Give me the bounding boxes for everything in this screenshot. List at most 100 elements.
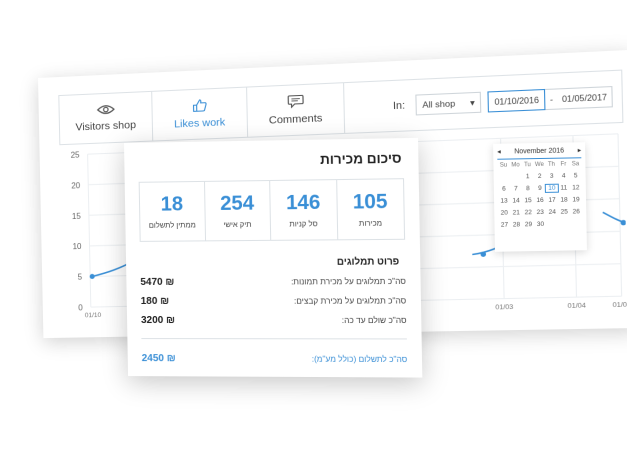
stat-label: סל קניות	[289, 219, 317, 228]
calendar-day[interactable]: 14	[510, 197, 522, 204]
calendar-day[interactable]: 19	[570, 196, 582, 203]
calendar-weekday: Sa	[569, 161, 581, 167]
calendar-weekday: Fr	[557, 161, 569, 167]
calendar-day[interactable]: 1	[522, 173, 534, 180]
calendar-weekday: Th	[545, 162, 557, 168]
y-tick-label: 20	[71, 181, 81, 190]
date-range: 01/10/2016 - 01/05/2017	[488, 86, 613, 112]
next-month-button[interactable]: ▸	[578, 146, 582, 154]
row-amount: 5470 ₪	[140, 277, 174, 288]
y-tick-label: 25	[71, 150, 81, 159]
calendar-day[interactable]: 21	[510, 209, 522, 216]
tab-label: Likes work	[174, 116, 225, 130]
calendar-weekday: We	[533, 162, 545, 168]
calendar-day[interactable]: 2	[534, 173, 546, 180]
stat-value: 18	[160, 193, 183, 216]
x-tick-label: 01/03	[495, 304, 514, 312]
calendar-day[interactable]: 13	[498, 198, 510, 205]
calendar-day[interactable]: 4	[558, 172, 570, 179]
calendar-day[interactable]: 18	[558, 196, 570, 203]
calendar-day[interactable]: 28	[510, 221, 522, 228]
calendar-weekday: Mo	[509, 162, 521, 168]
calendar-day[interactable]: 30	[534, 221, 546, 228]
calendar-empty	[558, 220, 570, 227]
stat-sales: 105 מכירות	[336, 179, 404, 239]
royalty-row: סה"כ תמלוגים על מכירת תמונות: 5470 ₪	[140, 276, 406, 288]
tab-visitors-shop[interactable]: Visitors shop	[59, 92, 153, 144]
calendar-day[interactable]: 20	[498, 210, 510, 217]
calendar-day[interactable]: 3	[546, 173, 558, 180]
y-tick-label: 5	[78, 273, 83, 282]
x-tick-label: 01/10	[85, 312, 102, 319]
total-amount: 2450 ₪	[142, 353, 176, 364]
calendar-day[interactable]: 8	[522, 185, 534, 192]
calendar-month: November 2016	[514, 147, 564, 155]
calendar-day[interactable]: 25	[558, 208, 570, 215]
calendar-empty	[570, 220, 582, 227]
breakdown-title: פרוט תמלוגים	[140, 256, 399, 269]
calendar-day[interactable]: 26	[570, 208, 582, 215]
y-tick-label: 10	[72, 242, 82, 251]
calendar-day[interactable]: 24	[546, 209, 558, 216]
tab-likes-work[interactable]: Likes work	[152, 88, 248, 141]
stat-value: 105	[353, 191, 388, 215]
calendar-weekday: Tu	[521, 162, 533, 168]
row-label: סה"כ תמלוגים על מכירת קבצים:	[294, 296, 406, 305]
calendar-empty	[498, 174, 510, 181]
in-label: In:	[393, 100, 405, 112]
row-amount: 180 ₪	[141, 296, 170, 307]
royalty-row: סה"כ תמלוגים על מכירת קבצים: 180 ₪	[141, 295, 407, 307]
calendar-day[interactable]: 12	[570, 184, 582, 191]
row-label: סה"כ תמלוגים על מכירת תמונות:	[291, 277, 406, 287]
thumbs-up-icon	[192, 99, 207, 113]
calendar-day[interactable]: 5	[570, 172, 582, 179]
tab-comments[interactable]: Comments	[247, 83, 345, 137]
calendar-day[interactable]: 6	[498, 186, 510, 193]
grid-line	[88, 154, 91, 307]
calendar-day[interactable]: 16	[534, 197, 546, 204]
calendar-day[interactable]: 15	[522, 197, 534, 204]
calendar-day[interactable]: 23	[534, 209, 546, 216]
calendar-empty	[546, 221, 558, 228]
eye-icon	[96, 104, 114, 116]
calendar-day[interactable]: 9	[534, 185, 546, 192]
x-tick-label: 01/04	[568, 302, 587, 310]
calendar-day[interactable]: 22	[522, 209, 534, 216]
calendar-weekday: Su	[497, 163, 509, 169]
stat-label: מכירות	[359, 218, 382, 227]
stat-label: ממתין לתשלום	[149, 220, 196, 229]
stat-portfolio: 254 תיק אישי	[203, 181, 270, 240]
filter-area: In: All shop ▾ 01/10/2016 - 01/05/2017	[344, 71, 622, 133]
calendar-day[interactable]: 29	[522, 221, 534, 228]
calendar-day[interactable]: 7	[510, 185, 522, 192]
calendar-grid: Su Mo Tu We Th Fr Sa 1 2 3 4 5 6 7 8 9 10 11 12 13 14 15 16 17 1…	[497, 161, 582, 228]
calendar-header: ◂ November 2016 ▸	[497, 146, 581, 159]
card-title: סיכום מכירות	[138, 150, 402, 169]
divider	[141, 338, 407, 339]
date-from-input[interactable]: 01/10/2016	[488, 89, 546, 113]
date-picker: ◂ November 2016 ▸ Su Mo Tu We Th Fr Sa 1 2 3 4 5 6 7 8…	[493, 142, 587, 252]
shop-select-value: All shop	[422, 98, 455, 110]
total-label: סה"כ לתשלום (כולל מע"מ):	[312, 355, 408, 365]
x-tick-label: 01/05	[613, 301, 627, 309]
stat-value: 146	[286, 192, 321, 216]
tab-label: Comments	[269, 112, 323, 127]
calendar-day[interactable]: 10	[546, 185, 558, 192]
stat-cart: 146 סל קניות	[269, 180, 337, 240]
sales-summary-card: סיכום מכירות 105 מכירות 146 סל קניות 254…	[124, 138, 422, 378]
calendar-day[interactable]: 17	[546, 197, 558, 204]
stat-label: תיק אישי	[223, 220, 251, 229]
grid-line	[618, 134, 622, 296]
date-to-input[interactable]: 01/05/2017	[557, 92, 611, 104]
date-separator: -	[545, 94, 557, 104]
y-tick-label: 15	[72, 212, 82, 221]
calendar-day[interactable]: 27	[498, 222, 510, 229]
calendar-day[interactable]: 11	[558, 184, 570, 191]
shop-select[interactable]: All shop ▾	[416, 92, 482, 116]
stats-row: 105 מכירות 146 סל קניות 254 תיק אישי 18 …	[139, 178, 405, 242]
calendar-empty	[510, 173, 522, 180]
row-label: סה"כ שולם עד כה:	[342, 316, 407, 325]
stat-pending: 18 ממתין לתשלום	[140, 182, 205, 241]
y-tick-label: 0	[78, 303, 83, 312]
prev-month-button[interactable]: ◂	[497, 148, 501, 156]
